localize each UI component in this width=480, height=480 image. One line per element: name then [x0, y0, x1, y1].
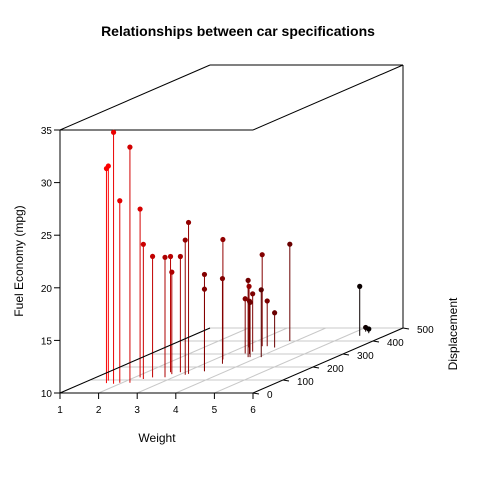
x-tick-label: 2 [96, 405, 102, 416]
drop-lines [105, 132, 370, 384]
data-point [219, 275, 226, 282]
data-point [201, 286, 208, 292]
box-edge [59, 64, 211, 131]
y-tick-label: 100 [297, 377, 314, 388]
data-point [103, 165, 110, 172]
data-point [259, 252, 265, 258]
y-tick [282, 379, 290, 382]
floor-grid-line [98, 327, 249, 394]
data-point [264, 298, 270, 304]
y-axis-title: Displacement [446, 297, 460, 370]
x-tick-label: 6 [250, 405, 256, 416]
data-point [185, 219, 192, 226]
data-points [103, 129, 372, 332]
data-point [250, 291, 256, 297]
y-tick [312, 366, 320, 369]
data-point [246, 283, 252, 289]
floor-grid-line [175, 327, 326, 394]
box-edge [252, 64, 404, 131]
floor-grid-line [214, 327, 365, 394]
data-point [357, 283, 363, 289]
x-tick-label: 1 [57, 405, 63, 416]
data-point [247, 299, 253, 306]
data-point [245, 277, 251, 283]
z-tick-label: 15 [41, 336, 53, 347]
y-tick-label: 300 [357, 351, 374, 362]
data-point [137, 206, 143, 212]
y-tick-label: 200 [327, 364, 344, 375]
floor-grid-line [137, 327, 288, 394]
z-axis: 10 15 20 25 30 35 [41, 126, 60, 400]
data-point [182, 237, 188, 243]
z-tick-label: 35 [41, 126, 53, 137]
data-point [201, 271, 208, 278]
y-tick [342, 353, 350, 356]
data-point [169, 269, 175, 275]
z-tick-label: 10 [41, 389, 53, 400]
data-point [366, 326, 372, 332]
floor-grid [59, 327, 404, 394]
y-axis: 0 100 200 300 400 500 [252, 325, 434, 401]
data-point [287, 241, 293, 247]
x-tick-label: 5 [212, 405, 218, 416]
data-point [220, 236, 226, 243]
z-tick-label: 25 [41, 231, 53, 242]
z-tick-label: 30 [41, 179, 53, 190]
x-axis-title: Weight [138, 431, 176, 445]
chart-title: Relationships between car specifications [101, 23, 375, 39]
y-tick [402, 327, 410, 330]
data-point [167, 253, 174, 260]
data-point [272, 310, 278, 316]
x-axis: 1 2 3 4 5 6 [57, 393, 256, 416]
data-point [258, 287, 264, 293]
data-point [117, 198, 123, 204]
y-tick-label: 400 [387, 338, 404, 349]
data-point [110, 129, 117, 135]
box-front-edges [59, 130, 404, 394]
data-point [149, 253, 156, 260]
box-back-edges [59, 64, 404, 328]
box-edge [59, 327, 211, 394]
y-tick [252, 392, 260, 395]
data-point [242, 296, 248, 302]
data-point [162, 254, 168, 260]
z-axis-title: Fuel Economy (mpg) [12, 205, 26, 316]
x-tick-label: 3 [134, 405, 140, 416]
x-tick-label: 4 [173, 405, 179, 416]
y-tick [372, 340, 380, 343]
box-edge [252, 327, 404, 394]
data-point [127, 144, 133, 150]
y-tick-label: 500 [417, 325, 434, 336]
data-point [177, 253, 183, 260]
z-tick-label: 20 [41, 284, 53, 295]
data-point [140, 241, 146, 247]
y-tick-label: 0 [267, 390, 273, 401]
